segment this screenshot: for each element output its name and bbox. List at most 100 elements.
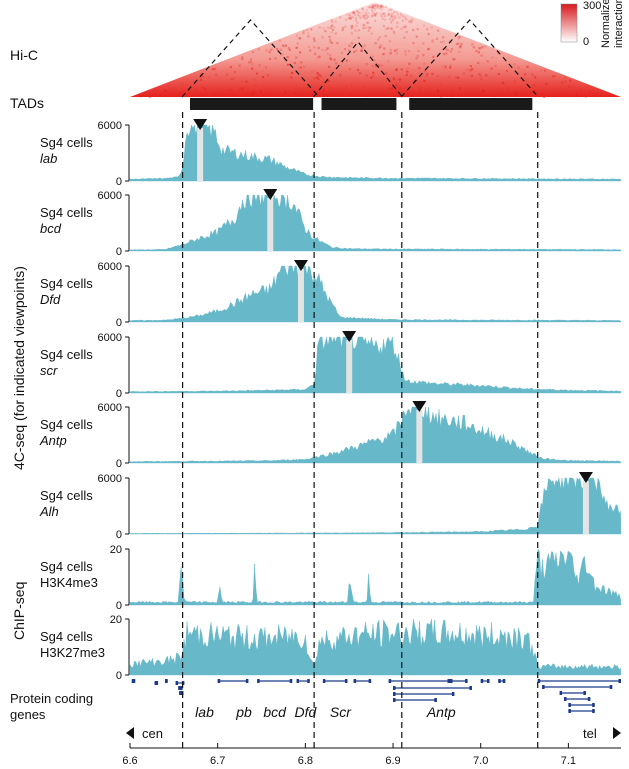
gene-exon — [155, 681, 159, 685]
hic-pixel — [319, 74, 322, 77]
hic-pixel — [359, 72, 362, 75]
gene-exon — [537, 679, 541, 683]
hic-pixel — [309, 49, 312, 52]
hic-pixel — [245, 80, 248, 83]
y-tick-label-min: 0 — [116, 600, 122, 612]
hic-pixel — [447, 94, 450, 97]
hic-pixel — [363, 23, 366, 26]
hic-pixel — [370, 76, 373, 79]
hic-pixel — [296, 42, 299, 45]
hic-pixel — [295, 56, 298, 59]
hic-pixel — [568, 85, 571, 88]
hic-pixel — [374, 19, 377, 22]
hic-pixel — [354, 17, 358, 20]
hic-pixel — [369, 5, 372, 8]
hic-pixel — [238, 88, 241, 91]
hic-pixel — [422, 42, 425, 45]
hic-pixel — [392, 77, 396, 80]
hic-pixel — [330, 19, 333, 22]
hic-pixel — [291, 71, 294, 74]
hic-tad-triangle — [181, 19, 320, 98]
viewpoint-marker-icon — [263, 189, 278, 200]
hic-pixel — [359, 16, 362, 20]
hic-pixel — [311, 94, 315, 97]
hic-pixel — [329, 40, 332, 43]
gene-exon — [175, 681, 179, 685]
hic-pixel — [426, 72, 429, 75]
hic-pixel — [410, 21, 413, 24]
viewpoint-marker-icon — [578, 472, 593, 483]
hic-pixel — [486, 60, 489, 63]
hic-pixel — [204, 88, 207, 91]
hic-pixel — [257, 48, 260, 51]
hic-pixel — [375, 6, 379, 9]
hic-pixel — [300, 61, 303, 64]
hic-pixel — [348, 92, 351, 95]
hic-pixel — [346, 13, 349, 16]
hic-pixel — [333, 26, 336, 29]
hic-pixel — [248, 61, 251, 64]
hic-pixel — [356, 14, 359, 17]
hic-pixel — [317, 77, 320, 81]
hic-pixel — [497, 52, 500, 55]
hic-pixel — [367, 15, 370, 18]
hic-pixel — [348, 15, 351, 18]
hic-pixel — [286, 56, 289, 59]
hic-pixel — [311, 70, 314, 73]
hic-pixel — [341, 29, 344, 32]
hic-pixel — [298, 37, 301, 40]
hic-pixel — [513, 80, 516, 83]
hic-pixel — [354, 19, 358, 22]
hic-pixel — [148, 95, 151, 98]
hic-pixel — [415, 35, 418, 38]
hic-pixel — [437, 29, 440, 32]
hic-pixel — [514, 91, 517, 94]
hic-pixel — [295, 46, 298, 49]
tad-bar — [321, 98, 397, 110]
hic-pixel — [319, 75, 322, 78]
hic-pixel — [382, 53, 385, 56]
gene-exon — [450, 679, 453, 683]
hic-pixel — [416, 28, 419, 31]
hic-pixel — [393, 32, 396, 35]
hic-pixel — [322, 27, 325, 30]
hic-pixel — [408, 20, 411, 23]
hic-pixel — [575, 93, 578, 96]
hic-pixel — [307, 85, 310, 88]
genes-label-line1: Protein coding — [10, 691, 93, 706]
hic-pixel — [313, 46, 316, 49]
track-target-label: bcd — [40, 221, 62, 236]
track-area — [129, 336, 622, 394]
hic-pixel — [384, 72, 388, 75]
viewpoint-gap — [582, 481, 589, 534]
track-target-label: H3K27me3 — [40, 645, 105, 660]
y-tick-label-min: 0 — [116, 670, 122, 682]
hic-pixel — [513, 63, 516, 66]
hic-pixel — [349, 17, 352, 20]
x-axis: 6.6 6.7 6.8 6.9 7.0 7.1 — [122, 743, 621, 767]
y-tick-label-min: 0 — [116, 317, 122, 329]
hic-pixel — [356, 9, 359, 12]
hic-pixel — [563, 76, 566, 79]
hic-pixel — [352, 12, 355, 15]
hic-pixel — [584, 95, 587, 98]
hic-pixel — [348, 17, 352, 20]
hic-pixel — [355, 24, 358, 27]
hic-pixel — [377, 38, 380, 41]
hic-pixel — [321, 36, 324, 39]
hic-pixel — [251, 50, 254, 54]
hic-pixel — [376, 5, 379, 8]
hic-pixel — [272, 86, 275, 89]
hic-pixel — [331, 28, 335, 31]
hic-pixel — [347, 17, 350, 20]
hic-pixel — [391, 87, 394, 90]
hic-pixel — [388, 8, 391, 11]
hic-pixel — [417, 49, 420, 52]
gene-exon — [217, 679, 221, 683]
hic-pixel — [505, 69, 509, 73]
hic-pixel — [362, 85, 365, 88]
hic-pixel — [348, 68, 352, 71]
hic-pixel — [392, 30, 395, 33]
x-tick-label: 6.7 — [210, 755, 225, 767]
hic-pixel — [551, 75, 555, 78]
